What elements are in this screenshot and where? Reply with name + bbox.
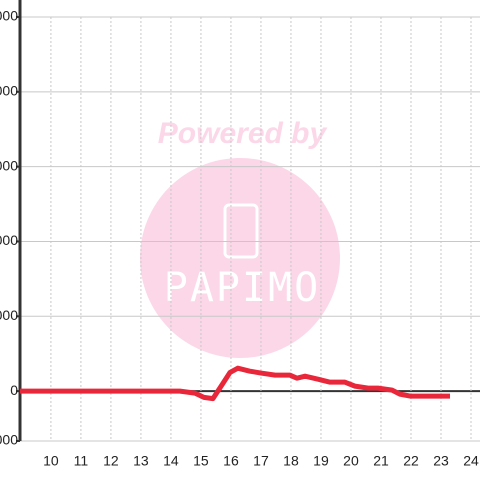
x-tick-label: 18 (283, 453, 299, 469)
data-line (20, 365, 450, 402)
x-tick-label: 20 (343, 453, 359, 469)
watermark-title: Powered by (158, 117, 328, 150)
x-tick-label: 12 (103, 453, 119, 469)
y-tick-label: 90,000 (0, 157, 18, 173)
x-tick-label: 21 (373, 453, 389, 469)
x-tick-label: 17 (253, 453, 269, 469)
watermark-icon (223, 203, 259, 259)
watermark: Powered by PAPIMO (140, 117, 340, 358)
y-tick-label: 120,000 (0, 83, 18, 99)
x-tick-label: 11 (74, 453, 89, 469)
x-tick-label: 16 (223, 453, 239, 469)
x-tick-label: 13 (133, 453, 149, 469)
y-tick-label: 60,000 (0, 232, 18, 248)
y-tick-label: 150,000 (0, 8, 18, 24)
y-tick-label: 30,000 (0, 307, 18, 323)
watermark-brand: PAPIMO (164, 265, 321, 311)
x-tick-label: 22 (403, 453, 419, 469)
x-tick-label: 14 (163, 453, 179, 469)
x-tick-label: 24 (463, 453, 479, 469)
x-tick-label: 15 (193, 453, 209, 469)
x-tick-label: 19 (313, 453, 329, 469)
y-tick-label: 0 (10, 382, 18, 398)
x-tick-label: 10 (43, 453, 59, 469)
x-tick-label: 23 (433, 453, 449, 469)
y-tick-label: -20,000 (0, 432, 18, 448)
